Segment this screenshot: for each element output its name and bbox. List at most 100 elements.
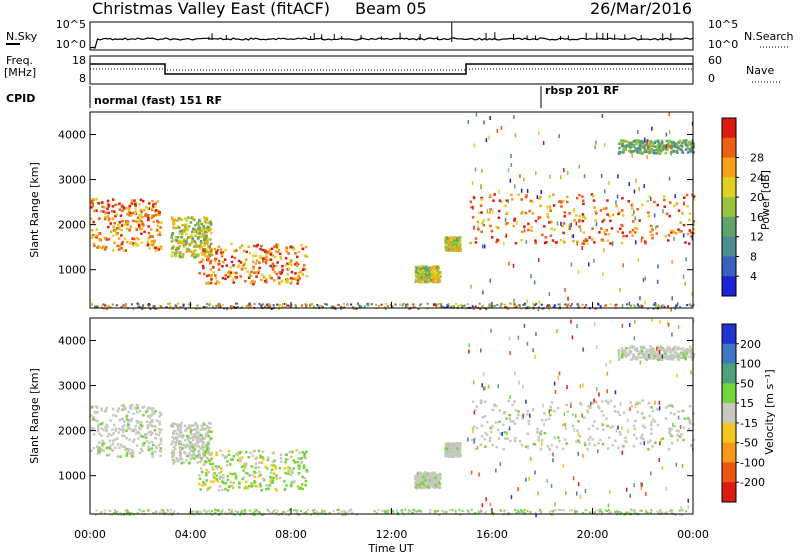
range-cell: [601, 220, 604, 223]
ground-cell: [451, 305, 454, 307]
ground-cell: [309, 304, 312, 307]
range-cell: [296, 457, 300, 460]
noise-cell: [600, 173, 603, 178]
range-cell: [112, 442, 115, 445]
range-cell: [281, 268, 284, 272]
ground-cell: [292, 509, 295, 512]
ground-cell: [599, 305, 602, 308]
range-cell: [272, 476, 275, 480]
range-cell: [635, 347, 639, 350]
range-cell: [276, 261, 279, 264]
ground-cell: [570, 303, 573, 306]
range-cell: [650, 144, 653, 148]
ground-cell: [477, 511, 480, 514]
range-cell: [187, 435, 191, 439]
range-cell: [209, 462, 212, 466]
ground-cell: [414, 510, 417, 512]
range-cell: [252, 267, 255, 270]
ground-cell: [577, 304, 580, 307]
ground-cell: [230, 305, 232, 308]
range-cell: [266, 458, 270, 462]
range-cell: [430, 268, 434, 271]
range-cell: [617, 355, 621, 358]
range-cell: [556, 406, 560, 410]
range-cell: [159, 447, 162, 450]
range-cell: [681, 141, 684, 145]
range-cell: [231, 278, 234, 282]
range-cell: [179, 455, 182, 458]
range-cell: [494, 421, 498, 424]
range-cell: [536, 427, 539, 431]
noise-cell: [656, 279, 659, 284]
range-cell: [672, 356, 676, 359]
range-cell: [218, 485, 222, 488]
range-cell: [237, 259, 241, 263]
range-cell: [138, 426, 141, 430]
range-cell: [557, 436, 560, 439]
range-cell: [217, 465, 220, 468]
range-cell: [559, 239, 563, 242]
noise-cell: [526, 341, 529, 346]
range-cell: [200, 434, 203, 437]
range-cell: [259, 247, 262, 251]
ground-cell: [436, 303, 439, 306]
range-cell: [550, 401, 554, 404]
range-cell: [650, 432, 653, 435]
range-cell: [290, 469, 294, 472]
range-cell: [194, 436, 198, 439]
range-cell: [430, 476, 434, 479]
range-cell: [111, 449, 115, 453]
range-cell: [430, 479, 434, 482]
range-cell: [421, 478, 425, 481]
ground-cell: [551, 510, 554, 512]
range-cell: [278, 271, 281, 274]
range-cell: [158, 422, 161, 426]
ground-cell: [433, 304, 436, 306]
noise-cell: [560, 221, 562, 226]
range-cell: [296, 276, 300, 279]
range-cell: [617, 350, 621, 354]
range-cell: [176, 424, 179, 427]
range-cell: [106, 446, 110, 449]
range-cell: [128, 207, 131, 210]
noise-cell: [595, 222, 598, 227]
range-cell: [275, 474, 278, 477]
range-cell: [653, 354, 656, 358]
range-cell: [426, 274, 429, 277]
ground-cell: [649, 511, 652, 514]
range-cell: [304, 480, 308, 483]
ground-cell: [674, 306, 677, 309]
range-cell: [518, 439, 522, 443]
range-cell: [637, 147, 640, 150]
range-cell: [235, 276, 238, 279]
range-cell: [667, 239, 670, 242]
noise-cell: [468, 343, 470, 348]
range-cell: [593, 241, 596, 244]
noise-cell: [629, 493, 631, 498]
range-cell: [118, 220, 122, 224]
range-cell: [140, 220, 143, 223]
noise-cell: [640, 238, 643, 243]
range-cell: [459, 249, 462, 252]
range-cell: [578, 441, 581, 444]
range-cell: [159, 442, 162, 445]
range-cell: [104, 216, 107, 219]
range-cell: [517, 193, 520, 196]
range-cell: [146, 407, 150, 410]
range-cell: [655, 354, 659, 358]
colorbar-tick-label: -200: [740, 476, 765, 489]
range-cell: [106, 207, 109, 211]
range-cell: [197, 445, 200, 448]
range-cell: [202, 441, 206, 444]
range-cell: [198, 482, 201, 486]
range-cell: [651, 356, 654, 360]
range-cell: [90, 206, 93, 209]
range-cell: [445, 243, 448, 247]
ground-cell: [195, 308, 198, 310]
range-cell: [173, 437, 176, 441]
noise-cell: [693, 319, 695, 324]
range-cell: [677, 209, 681, 212]
range-cell: [586, 409, 589, 412]
range-cell: [92, 447, 96, 450]
